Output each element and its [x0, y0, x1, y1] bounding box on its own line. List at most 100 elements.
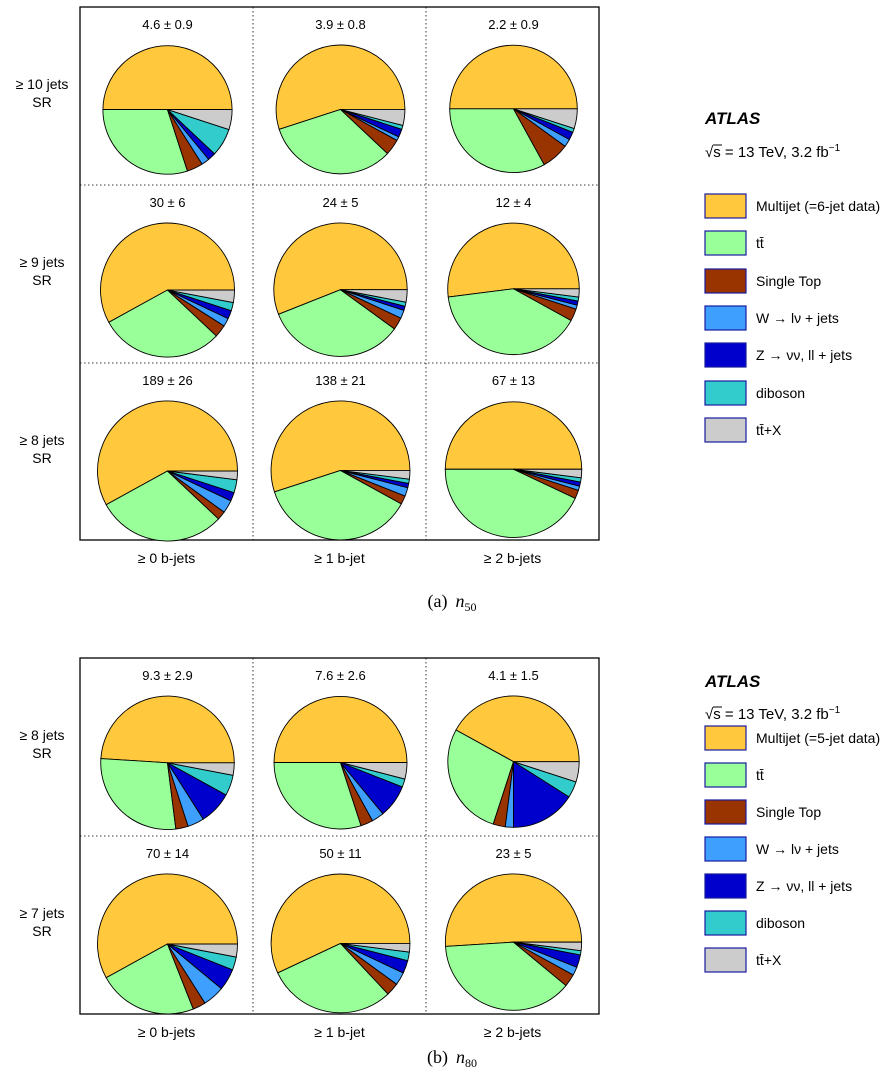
- pie-chart: [273, 696, 408, 830]
- pie-slice-ttbar: [105, 470, 220, 542]
- row-label: ≥ 8 jets: [19, 727, 64, 743]
- pie-slice-ttbar: [102, 109, 189, 175]
- pie-slice-ttx: [513, 761, 580, 783]
- row-label: ≥ 9 jets: [19, 254, 64, 270]
- pie-total-label: 30 ± 6: [149, 195, 185, 210]
- pie-chart: [449, 44, 578, 174]
- pie-chart: [100, 695, 235, 830]
- pie-slice-multijet: [449, 44, 578, 110]
- column-label: ≥ 2 b-jets: [484, 1024, 541, 1040]
- pie-slice-ttx: [340, 762, 408, 780]
- caption-letter: (a): [428, 591, 448, 612]
- legend-label: W → lν + jets: [756, 310, 839, 326]
- legend-swatch-multijet: [704, 193, 747, 219]
- pie-slice-ttbar: [444, 468, 576, 538]
- pie-slice-ttbar: [100, 758, 177, 830]
- legend-label: Multijet (=5-jet data): [756, 730, 880, 746]
- pie-total-label: 3.9 ± 0.8: [315, 17, 366, 32]
- row-label-sr: SR: [32, 94, 51, 110]
- legend-label: tt̄: [756, 767, 764, 783]
- caption-variable: n: [456, 1047, 465, 1067]
- pie-total-label: 67 ± 13: [492, 373, 535, 388]
- pie-total-label: 138 ± 21: [315, 373, 366, 388]
- pie-total-label: 4.1 ± 1.5: [488, 668, 539, 683]
- legend-label: Z → νν, ll + jets: [756, 878, 852, 894]
- energy-text: √s = 13 TeV, 3.2 fb: [705, 144, 829, 161]
- legend-swatch-ttx: [704, 417, 747, 443]
- legend-swatch-ttbar: [704, 762, 747, 788]
- column-label: ≥ 0 b-jets: [138, 1024, 195, 1040]
- legend-label: Single Top: [756, 273, 821, 289]
- pie-slice-ttbar: [273, 762, 362, 830]
- energy-superscript: −1: [829, 143, 841, 154]
- legend: ATLAS √s = 13 TeV, 3.2 fb−1 Multijet (=6-j…: [704, 109, 880, 443]
- pie-slice-ttx: [340, 289, 408, 303]
- pie-slice-ttbar: [445, 941, 567, 1011]
- legend-label: tt̄: [756, 235, 764, 251]
- column-label: ≥ 1 b-jet: [314, 550, 365, 566]
- legend-label: Multijet (=6-jet data): [756, 198, 880, 214]
- caption-subscript: 80: [465, 1056, 477, 1070]
- figure-caption: (b) n80: [427, 1047, 477, 1070]
- pie-slice-multijet: [273, 696, 408, 763]
- pie-slice-ttbar: [447, 729, 515, 825]
- legend-label: tt̄+X: [756, 952, 782, 968]
- energy-superscript: −1: [829, 705, 841, 716]
- pie-slice-ttbar: [105, 943, 194, 1015]
- legend-label: Z → νν, ll + jets: [756, 347, 852, 363]
- pie-slice-ttbar: [447, 288, 572, 355]
- pie-slice-multijet: [270, 400, 411, 493]
- legend-swatch-wjets: [704, 305, 747, 331]
- legend-swatch-zjets: [704, 873, 747, 899]
- atlas-label: ATLAS: [704, 109, 761, 128]
- caption-variable: n: [455, 591, 464, 611]
- pie-total-label: 50 ± 11: [319, 846, 361, 861]
- pie-slice-multijet: [270, 873, 411, 974]
- legend-swatch-zjets: [704, 342, 747, 368]
- pie-total-label: 2.2 ± 0.9: [488, 17, 539, 32]
- column-label: ≥ 0 b-jets: [138, 550, 195, 566]
- legend-label: diboson: [756, 385, 805, 401]
- row-label: ≥ 8 jets: [19, 432, 64, 448]
- legend-label: diboson: [756, 915, 805, 931]
- pie-total-label: 4.6 ± 0.9: [142, 17, 193, 32]
- pie-chart: [270, 400, 411, 541]
- row-label-sr: SR: [32, 745, 51, 761]
- panel-b: ≥ 8 jets SR ≥ 7 jets SR ≥ 0 b-jets ≥ 1 b-jet ≥…: [19, 657, 880, 1070]
- atlas-label: ATLAS: [704, 672, 761, 691]
- pie-slice-ttx: [340, 942, 411, 953]
- pie-chart: [447, 695, 580, 828]
- pie-chart: [100, 222, 235, 358]
- pie-chart: [444, 401, 583, 538]
- caption-letter: (b): [427, 1047, 448, 1068]
- pie-slice-multijet: [100, 222, 235, 323]
- pie-slice-multijet: [275, 44, 406, 130]
- pie-slice-multijet: [102, 45, 233, 111]
- pie-chart: [275, 44, 406, 175]
- pie-total-label: 24 ± 5: [322, 195, 358, 210]
- legend-label: Single Top: [756, 804, 821, 820]
- pie-slice-ttx: [513, 288, 580, 298]
- pie-slice-ttbar: [273, 469, 402, 541]
- pie-total-label: 70 ± 14: [146, 846, 189, 861]
- legend-label: W → lν + jets: [756, 841, 839, 857]
- legend-label: tt̄+X: [756, 422, 782, 438]
- pie-slice-multijet: [97, 873, 238, 979]
- pie-slice-ttbar: [277, 942, 389, 1014]
- energy-label: √s = 13 TeV, 3.2 fb−1: [705, 143, 841, 161]
- pie-slice-multijet: [455, 695, 580, 763]
- row-label: ≥ 7 jets: [19, 905, 64, 921]
- pie-slice-multijet: [447, 222, 580, 298]
- row-label-sr: SR: [32, 450, 51, 466]
- pie-slice-ttx: [167, 109, 233, 131]
- legend-swatch-ttbar: [704, 230, 747, 256]
- pie-slice-multijet: [273, 222, 408, 315]
- panel-a: ≥ 10 jets SR ≥ 9 jets SR ≥ 8 jets SR ≥ 0 b-jet…: [16, 6, 880, 614]
- pie-slice-ttbar: [108, 289, 217, 358]
- pie-slice-ttx: [167, 762, 235, 776]
- pie-chart: [97, 873, 238, 1015]
- caption-subscript: 50: [464, 600, 476, 614]
- pie-slice-ttbar: [278, 108, 389, 175]
- pie-slice-multijet: [97, 400, 238, 506]
